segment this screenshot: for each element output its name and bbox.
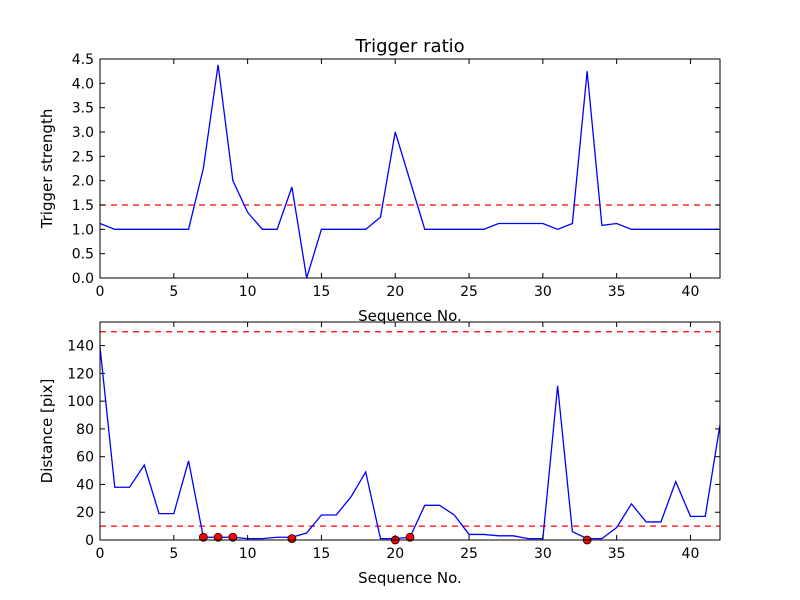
x-tick-label: 25 bbox=[460, 546, 478, 562]
marker-point bbox=[228, 532, 238, 542]
x-tick-label: 15 bbox=[313, 546, 331, 562]
x-axis-label: Sequence No. bbox=[358, 569, 462, 587]
x-tick-label: 25 bbox=[460, 284, 478, 300]
series-line bbox=[99, 64, 720, 279]
x-tick-label: 40 bbox=[682, 284, 700, 300]
x-tick-label: 10 bbox=[239, 284, 257, 300]
marker-point bbox=[198, 532, 208, 542]
y-tick-label: 2.5 bbox=[72, 149, 94, 165]
threshold-lines bbox=[100, 331, 720, 527]
y-tick-label: 140 bbox=[67, 339, 94, 355]
distance-chart: 0 5 10 15 20 25 30 35 40 0 20 40 60 80 100 120 140 Seque… bbox=[38, 321, 721, 587]
y-axis-label: Trigger strength bbox=[38, 109, 56, 230]
x-tick-label: 20 bbox=[386, 284, 404, 300]
plot-frame bbox=[99, 58, 721, 279]
y-tick-label: 0.0 bbox=[72, 271, 94, 287]
x-tick-label: 40 bbox=[682, 546, 700, 562]
y-tick-label: 80 bbox=[76, 422, 94, 438]
x-tick-label: 30 bbox=[534, 284, 552, 300]
x-tick-label: 10 bbox=[239, 546, 257, 562]
x-tick-label: 35 bbox=[608, 546, 626, 562]
y-axis-label: Distance [pix] bbox=[38, 379, 56, 484]
x-tick-label: 35 bbox=[608, 284, 626, 300]
x-tick-label: 0 bbox=[96, 284, 105, 300]
x-tick-label: 5 bbox=[169, 546, 178, 562]
y-tick-label: 2.0 bbox=[72, 174, 94, 190]
chart-title: Trigger ratio bbox=[354, 36, 464, 57]
y-tick-label: 1.5 bbox=[72, 198, 94, 214]
axis-ticks: 0 5 10 15 20 25 30 35 40 0 20 40 60 80 100 120 140 bbox=[67, 322, 720, 562]
marker-point bbox=[213, 532, 223, 542]
y-tick-label: 3.0 bbox=[72, 125, 94, 141]
x-tick-label: 5 bbox=[169, 284, 178, 300]
marker-point bbox=[405, 532, 415, 542]
x-tick-label: 0 bbox=[96, 546, 105, 562]
marker-point bbox=[287, 534, 297, 544]
y-tick-label: 3.5 bbox=[72, 101, 94, 117]
y-tick-label: 60 bbox=[76, 450, 94, 466]
axis-ticks: 0 5 10 15 20 25 30 35 40 0.0 0.5 1.0 1.5 2.0 2.5 3.0 3.5… bbox=[72, 52, 720, 300]
y-tick-label: 0.5 bbox=[72, 247, 94, 263]
y-tick-label: 120 bbox=[67, 366, 94, 382]
y-tick-label: 100 bbox=[67, 394, 94, 410]
y-tick-label: 1.0 bbox=[72, 222, 94, 238]
y-tick-label: 4.5 bbox=[72, 52, 94, 68]
y-tick-label: 20 bbox=[76, 505, 94, 521]
x-axis-label: Sequence No. bbox=[358, 307, 462, 325]
y-tick-label: 0 bbox=[85, 533, 94, 549]
x-tick-label: 20 bbox=[386, 546, 404, 562]
series-lines bbox=[99, 64, 720, 279]
y-tick-label: 4.0 bbox=[72, 76, 94, 92]
trigger-ratio-chart: 0 5 10 15 20 25 30 35 40 0.0 0.5 1.0 1.5 2.0 2.5 3.0 3.5… bbox=[38, 36, 721, 325]
x-tick-label: 15 bbox=[313, 284, 331, 300]
y-tick-label: 40 bbox=[76, 477, 94, 493]
plot-frame bbox=[99, 321, 721, 541]
x-tick-label: 30 bbox=[534, 546, 552, 562]
